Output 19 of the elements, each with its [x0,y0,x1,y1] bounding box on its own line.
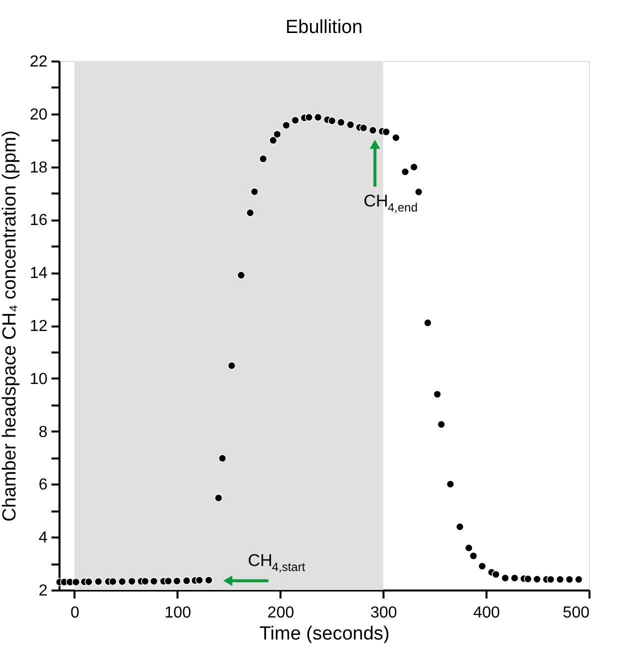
y-tick-label: 12 [30,318,48,335]
y-tick-label: 20 [30,106,48,124]
y-tick-label: 8 [38,424,48,441]
x-tick-label: 0 [70,604,80,622]
y-tick-label: 6 [38,476,48,494]
y-tick-label: 4 [38,530,48,547]
x-tick-label: 300 [370,604,398,622]
x-tick-label: 100 [164,604,192,622]
x-tick-label: 500 [562,604,590,622]
y-tick-label: 10 [30,370,48,388]
y-tick-label: 22 [30,54,48,70]
y-axis-title: Chamber headspace CH₄ concentration (ppm) [0,130,21,522]
chart-title: Ebullition [285,17,363,38]
y-tick-label: 2 [38,582,48,600]
x-tick-label: 200 [267,604,294,622]
x-tick-label: 400 [473,604,500,622]
y-tick-label: 14 [30,265,48,282]
y-tick-label: 18 [30,159,48,176]
y-tick-label: 16 [30,212,48,230]
